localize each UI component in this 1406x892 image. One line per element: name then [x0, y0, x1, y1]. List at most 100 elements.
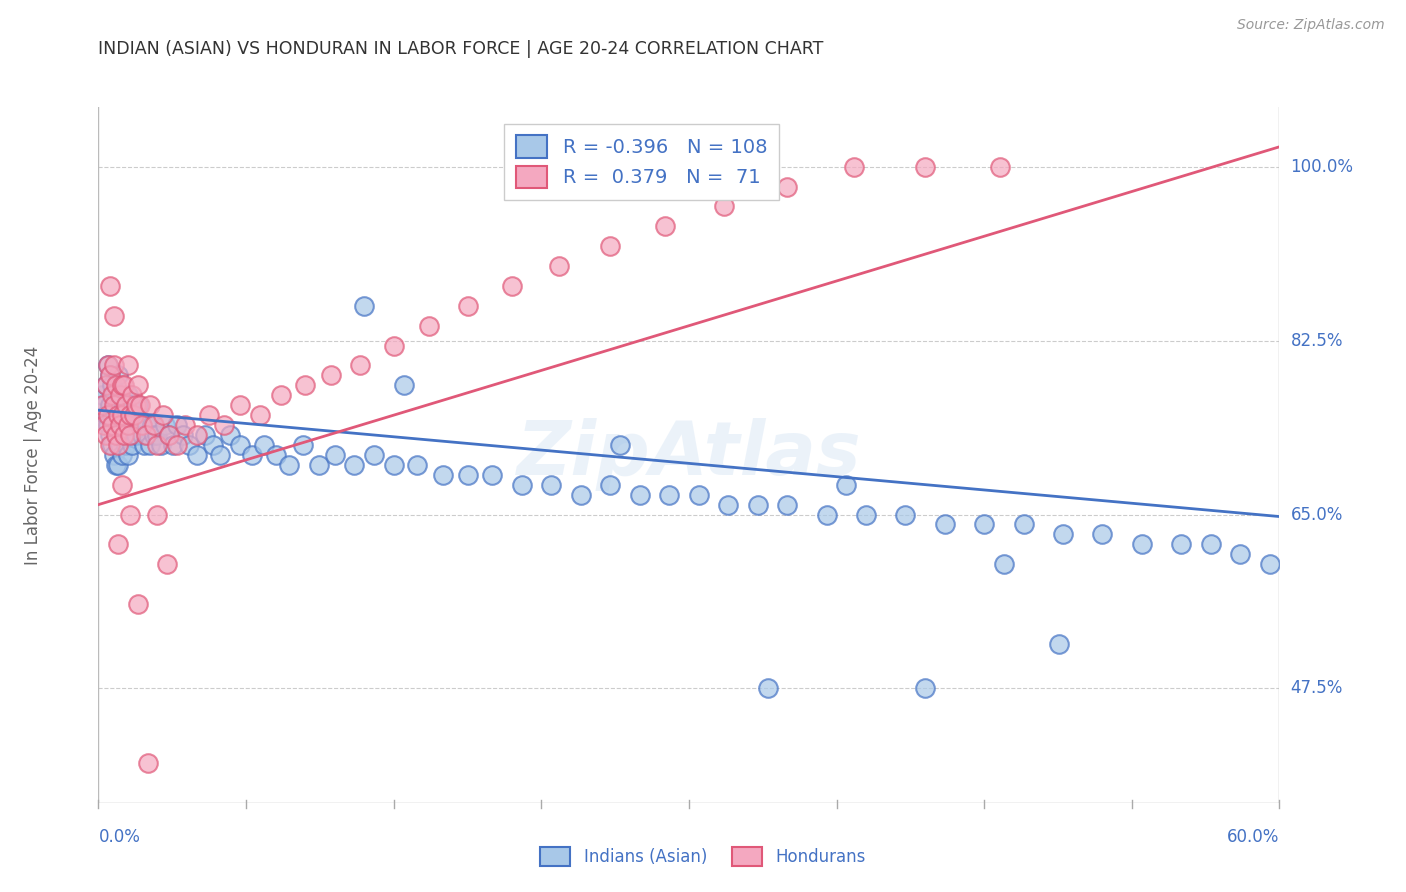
- Point: [756, 681, 779, 696]
- Point: [177, 438, 200, 452]
- Point: [1047, 637, 1070, 651]
- Point: [457, 467, 479, 482]
- Point: [112, 428, 135, 442]
- Point: [1170, 537, 1192, 551]
- Point: [278, 458, 301, 472]
- Point: [194, 428, 217, 442]
- Point: [688, 488, 710, 502]
- Point: [111, 388, 134, 402]
- Point: [127, 378, 149, 392]
- Point: [844, 160, 866, 174]
- Point: [115, 398, 138, 412]
- Point: [112, 428, 135, 442]
- Point: [292, 438, 315, 452]
- Point: [131, 428, 153, 442]
- Point: [432, 467, 454, 482]
- Point: [101, 388, 124, 402]
- Text: 0.0%: 0.0%: [98, 828, 141, 846]
- Text: 47.5%: 47.5%: [1291, 680, 1343, 698]
- Point: [118, 408, 141, 422]
- Point: [776, 179, 799, 194]
- Point: [219, 428, 242, 442]
- Point: [146, 508, 169, 522]
- Point: [127, 597, 149, 611]
- Point: [835, 477, 858, 491]
- Point: [135, 418, 157, 433]
- Point: [105, 428, 128, 442]
- Point: [1052, 527, 1074, 541]
- Point: [815, 508, 838, 522]
- Point: [146, 428, 169, 442]
- Point: [107, 458, 129, 472]
- Point: [229, 438, 252, 452]
- Point: [155, 418, 177, 433]
- Point: [1012, 517, 1035, 532]
- Point: [138, 398, 160, 412]
- Point: [98, 368, 121, 383]
- Point: [93, 418, 115, 433]
- Point: [323, 448, 346, 462]
- Point: [117, 448, 139, 462]
- Point: [599, 239, 621, 253]
- Point: [1229, 547, 1251, 561]
- Point: [150, 438, 173, 452]
- Point: [118, 428, 141, 442]
- Point: [107, 438, 129, 452]
- Point: [628, 488, 651, 502]
- Point: [118, 398, 141, 412]
- Point: [122, 408, 145, 422]
- Point: [108, 408, 131, 422]
- Point: [240, 448, 263, 462]
- Point: [418, 318, 440, 333]
- Point: [101, 408, 124, 422]
- Point: [117, 359, 139, 373]
- Point: [103, 309, 125, 323]
- Point: [97, 408, 120, 422]
- Point: [162, 438, 184, 452]
- Legend: R = -0.396   N = 108, R =  0.379   N =  71: R = -0.396 N = 108, R = 0.379 N = 71: [505, 124, 779, 200]
- Text: ZipAtlas: ZipAtlas: [516, 418, 862, 491]
- Point: [253, 438, 276, 452]
- Point: [914, 681, 936, 696]
- Point: [197, 408, 219, 422]
- Point: [973, 517, 995, 532]
- Point: [111, 477, 134, 491]
- Point: [97, 359, 120, 373]
- Text: 65.0%: 65.0%: [1291, 506, 1343, 524]
- Point: [97, 359, 120, 373]
- Point: [96, 428, 118, 442]
- Point: [136, 428, 159, 442]
- Point: [713, 199, 735, 213]
- Point: [111, 378, 134, 392]
- Point: [103, 448, 125, 462]
- Point: [111, 448, 134, 462]
- Point: [855, 508, 877, 522]
- Point: [934, 517, 956, 532]
- Point: [569, 488, 592, 502]
- Point: [105, 458, 128, 472]
- Point: [747, 498, 769, 512]
- Point: [118, 508, 141, 522]
- Point: [135, 428, 157, 442]
- Point: [96, 408, 118, 422]
- Point: [353, 299, 375, 313]
- Point: [457, 299, 479, 313]
- Point: [548, 259, 571, 273]
- Point: [141, 418, 163, 433]
- Point: [98, 368, 121, 383]
- Point: [117, 388, 139, 402]
- Point: [481, 467, 503, 482]
- Text: 60.0%: 60.0%: [1227, 828, 1279, 846]
- Point: [101, 418, 124, 433]
- Point: [382, 338, 405, 352]
- Point: [172, 428, 194, 442]
- Point: [98, 428, 121, 442]
- Point: [717, 498, 740, 512]
- Point: [209, 448, 232, 462]
- Point: [121, 408, 143, 422]
- Point: [112, 398, 135, 412]
- Point: [97, 418, 120, 433]
- Point: [349, 359, 371, 373]
- Point: [201, 438, 224, 452]
- Point: [1091, 527, 1114, 541]
